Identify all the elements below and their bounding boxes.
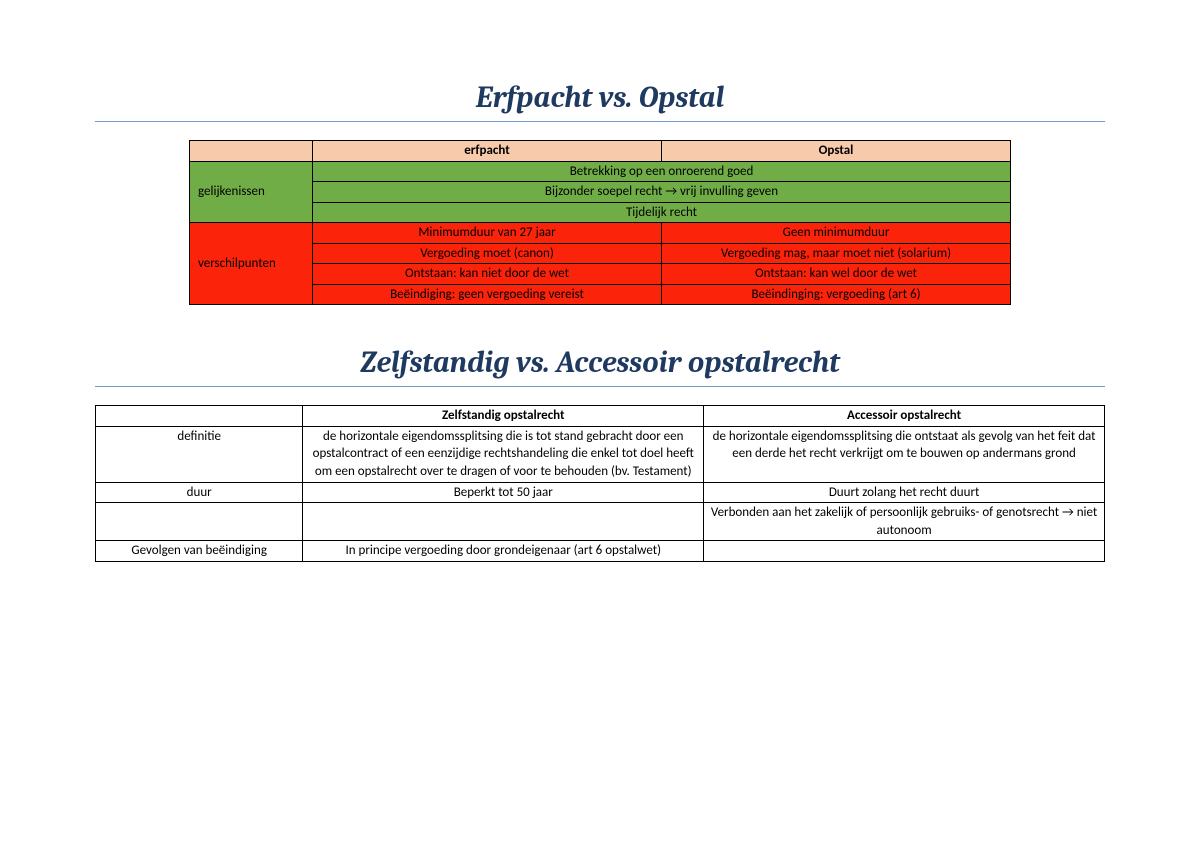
t1-diff-1l: Minimumduur van 27 jaar (313, 223, 662, 244)
t2-gevolgen-r (704, 541, 1105, 562)
t2-extra-l (303, 503, 704, 541)
t1-diff-4r: Beëindinging: vergoeding (art 6) (662, 284, 1011, 305)
t1-diff-4l: Beëindiging: geen vergoeding vereist (313, 284, 662, 305)
t2-header-blank (96, 406, 303, 427)
t1-diff-row-3: Ontstaan: kan niet door de wet Ontstaan:… (190, 264, 1011, 285)
t2-duur-label: duur (96, 482, 303, 503)
t1-header-blank (190, 141, 313, 162)
t2-definitie-label: definitie (96, 426, 303, 482)
t2-header-zelfstandig: Zelfstandig opstalrecht (303, 406, 704, 427)
t2-extra-r: Verbonden aan het zakelijk of persoonlij… (704, 503, 1105, 541)
t2-row-duur: duur Beperkt tot 50 jaar Duurt zolang he… (96, 482, 1105, 503)
t2-definitie-r: de horizontale eigendomssplitsing die on… (704, 426, 1105, 482)
t2-header-row: Zelfstandig opstalrecht Accessoir opstal… (96, 406, 1105, 427)
t2-gevolgen-label: Gevolgen van beëindiging (96, 541, 303, 562)
t2-row-extra: Verbonden aan het zakelijk of persoonlij… (96, 503, 1105, 541)
t1-similar-row-3: Tijdelijk recht (190, 202, 1011, 223)
t1-diff-3l: Ontstaan: kan niet door de wet (313, 264, 662, 285)
t1-similar-1: Betrekking op een onroerend goed (313, 161, 1011, 182)
t1-header-row: erfpacht Opstal (190, 141, 1011, 162)
t2-duur-l: Beperkt tot 50 jaar (303, 482, 704, 503)
t1-diff-row-1: verschilpunten Minimumduur van 27 jaar G… (190, 223, 1011, 244)
t2-definitie-l: de horizontale eigendomssplitsing die is… (303, 426, 704, 482)
t2-row-definitie: definitie de horizontale eigendomssplits… (96, 426, 1105, 482)
page: Erfpacht vs. Opstal erfpacht Opstal geli… (0, 0, 1200, 602)
t1-similar-row-2: Bijzonder soepel recht → vrij invulling … (190, 182, 1011, 203)
t2-gevolgen-l: In principe vergoeding door grondeigenaa… (303, 541, 704, 562)
t1-header-opstal: Opstal (662, 141, 1011, 162)
t1-diff-label: verschilpunten (190, 223, 313, 305)
t1-diff-3r: Ontstaan: kan wel door de wet (662, 264, 1011, 285)
t1-diff-2l: Vergoeding moet (canon) (313, 243, 662, 264)
section1-title: Erfpacht vs. Opstal (95, 80, 1105, 122)
t1-diff-row-4: Beëindiging: geen vergoeding vereist Beë… (190, 284, 1011, 305)
t2-extra-label (96, 503, 303, 541)
t1-similar-2: Bijzonder soepel recht → vrij invulling … (313, 182, 1011, 203)
t1-diff-row-2: Vergoeding moet (canon) Vergoeding mag, … (190, 243, 1011, 264)
t1-diff-1r: Geen minimumduur (662, 223, 1011, 244)
t2-header-accessoir: Accessoir opstalrecht (704, 406, 1105, 427)
t2-row-gevolgen: Gevolgen van beëindiging In principe ver… (96, 541, 1105, 562)
table-zelfstandig-accessoir: Zelfstandig opstalrecht Accessoir opstal… (95, 405, 1105, 561)
t1-diff-2r: Vergoeding mag, maar moet niet (solarium… (662, 243, 1011, 264)
t2-duur-r: Duurt zolang het recht duurt (704, 482, 1105, 503)
t1-similar-row-1: gelijkenissen Betrekking op een onroeren… (190, 161, 1011, 182)
section2-title: Zelfstandig vs. Accessoir opstalrecht (95, 345, 1105, 387)
table-erfpacht-opstal: erfpacht Opstal gelijkenissen Betrekking… (189, 140, 1011, 305)
t1-similar-3: Tijdelijk recht (313, 202, 1011, 223)
t1-similar-label: gelijkenissen (190, 161, 313, 223)
t1-header-erfpacht: erfpacht (313, 141, 662, 162)
